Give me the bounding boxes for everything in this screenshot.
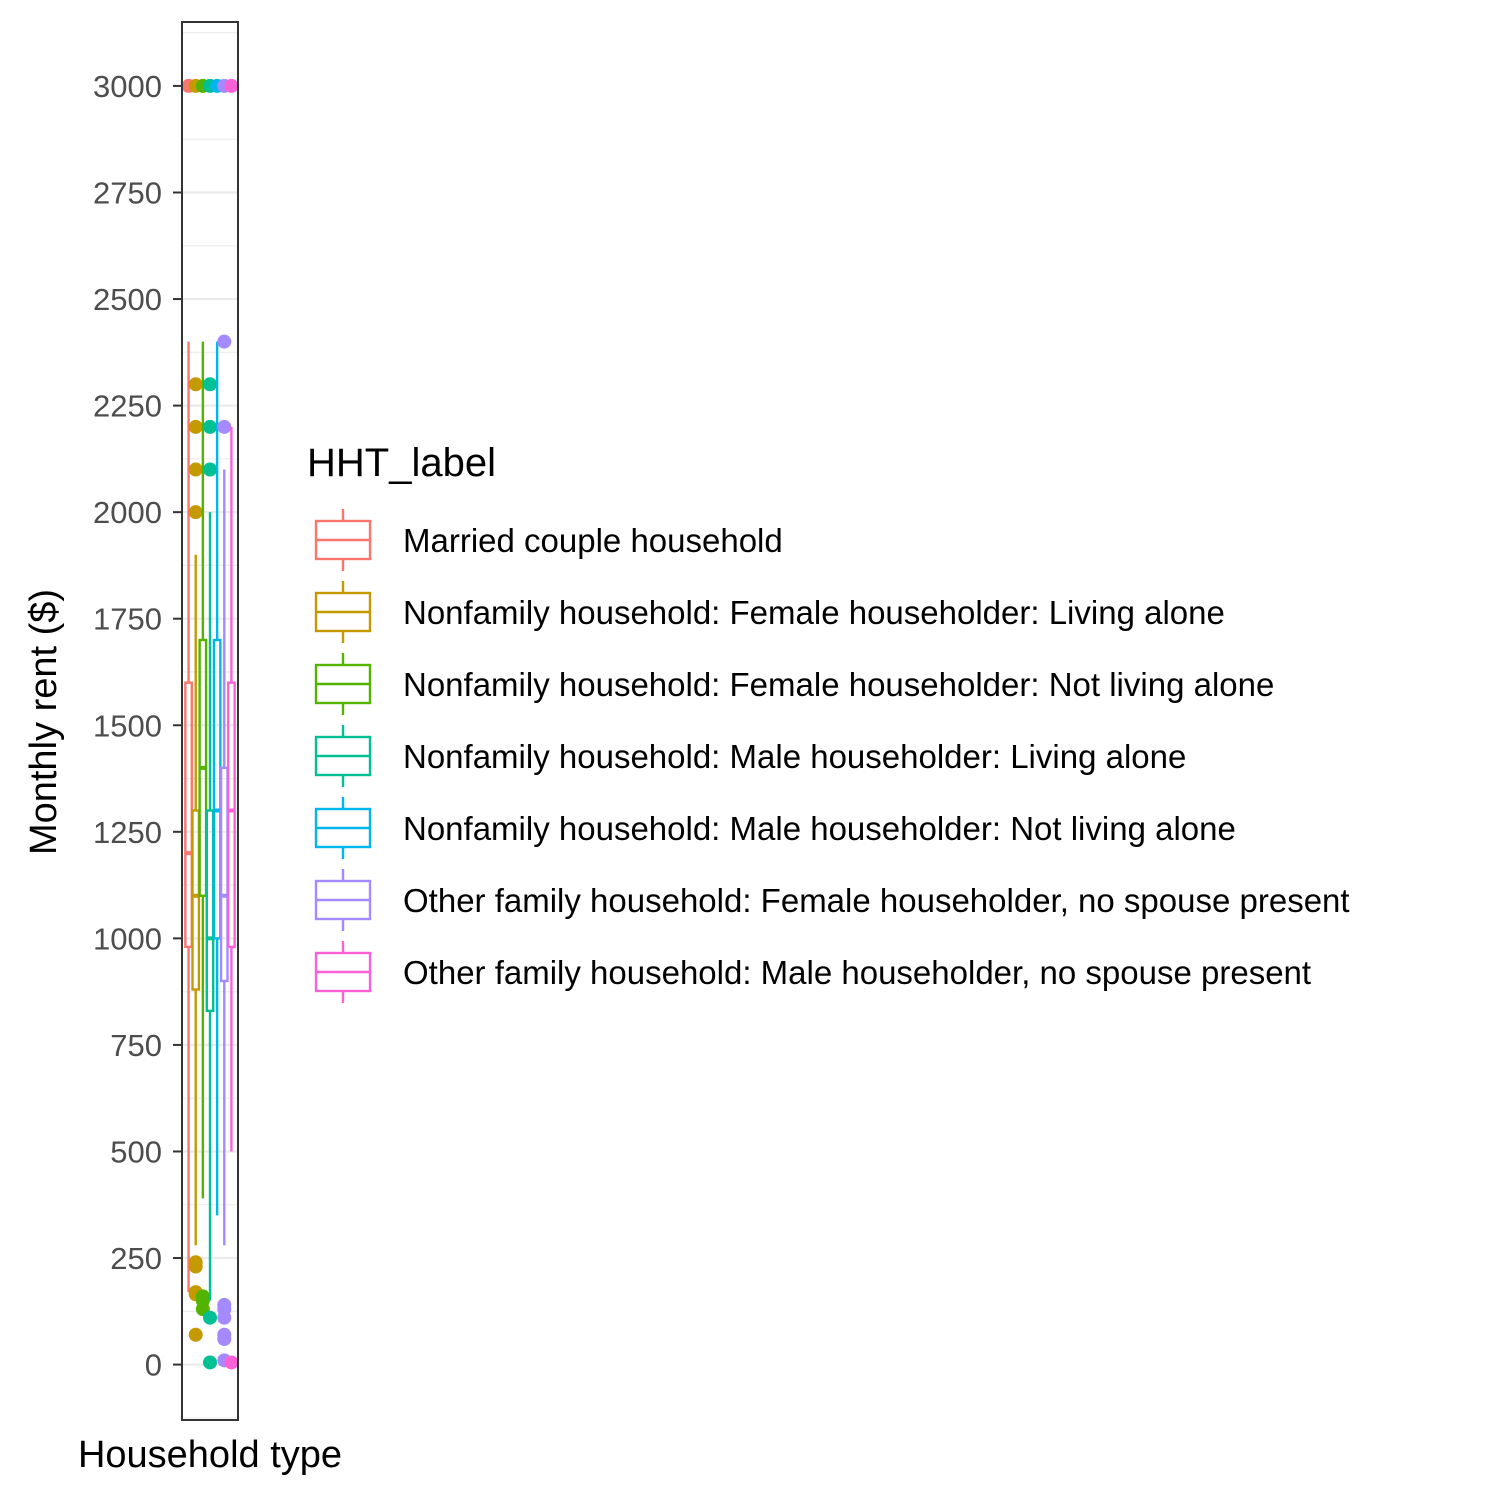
outlier-point [224, 1355, 239, 1370]
outlier-point [188, 1259, 203, 1274]
legend-label: Other family household: Male householder… [403, 954, 1311, 991]
box-iqr [184, 681, 193, 949]
legend-item-2: Nonfamily household: Female householder:… [314, 581, 1225, 643]
legend-title: HHT_label [307, 441, 496, 485]
y-tick-label: 750 [110, 1028, 162, 1063]
legend-item-5: Nonfamily household: Male householder: N… [314, 797, 1236, 859]
legend-label: Nonfamily household: Male householder: N… [403, 810, 1236, 847]
legend-key [314, 797, 372, 859]
legend-item-7: Other family household: Male householder… [314, 941, 1311, 1003]
box-2 [188, 78, 203, 1342]
box-4 [203, 78, 217, 1370]
box-series [181, 78, 239, 1370]
outlier-point [224, 78, 239, 93]
outlier-point [188, 377, 203, 392]
panel-border [181, 21, 239, 1421]
legend: HHT_label Married couple household Nonfam… [307, 441, 1350, 1003]
y-tick-label: 250 [110, 1241, 162, 1276]
outlier-point [188, 462, 203, 477]
y-tick-label: 1500 [93, 708, 162, 743]
box-iqr [205, 809, 215, 1013]
outlier-point [203, 1310, 217, 1325]
outlier-point [203, 1355, 217, 1370]
outlier-point [188, 419, 203, 434]
outlier-point [188, 505, 203, 520]
outlier-point [217, 419, 232, 434]
y-axis: 0 250 500 750 1000 1250 1500 1750 2000 2250 2500 27… [93, 69, 182, 1383]
outlier-point [217, 1310, 232, 1325]
legend-key [314, 581, 372, 643]
outlier-point [203, 462, 217, 477]
x-axis-title: Household type [78, 1434, 342, 1476]
legend-item-1: Married couple household [314, 509, 783, 571]
outlier-point [203, 419, 217, 434]
y-tick-label: 0 [145, 1348, 162, 1383]
y-tick-label: 2250 [93, 389, 162, 424]
y-tick-label: 2500 [93, 282, 162, 317]
y-tick-label: 1250 [93, 815, 162, 850]
box-1 [181, 78, 196, 1293]
legend-key [314, 869, 372, 931]
legend-label: Nonfamily household: Female householder:… [403, 594, 1225, 631]
legend-item-4: Nonfamily household: Male householder: L… [314, 725, 1186, 787]
outlier-point [217, 334, 232, 349]
outlier-point [188, 1327, 203, 1342]
y-tick-label: 1750 [93, 602, 162, 637]
legend-key [314, 653, 372, 715]
legend-label: Nonfamily household: Female householder:… [403, 666, 1274, 703]
legend-item-6: Other family household: Female household… [314, 869, 1350, 931]
legend-label: Nonfamily household: Male householder: L… [403, 738, 1186, 775]
y-tick-label: 2000 [93, 495, 162, 530]
box-5 [210, 78, 225, 1216]
y-tick-label: 3000 [93, 69, 162, 104]
y-tick-label: 1000 [93, 921, 162, 956]
outlier-point [203, 377, 217, 392]
box-7 [224, 78, 239, 1370]
box-3 [195, 78, 210, 1317]
y-tick-label: 2750 [93, 175, 162, 210]
outlier-point [217, 1332, 232, 1347]
box-iqr [227, 681, 236, 949]
box-iqr [191, 809, 201, 991]
legend-key [314, 509, 372, 571]
y-axis-title: Monthly rent ($) [23, 589, 65, 855]
box-iqr [212, 638, 222, 940]
legend-label: Other family household: Female household… [403, 882, 1350, 919]
legend-item-3: Nonfamily household: Female householder:… [314, 653, 1274, 715]
legend-label: Married couple household [403, 522, 783, 559]
legend-key [314, 725, 372, 787]
legend-key [314, 941, 372, 1003]
y-tick-label: 500 [110, 1134, 162, 1169]
box-iqr [219, 766, 229, 983]
